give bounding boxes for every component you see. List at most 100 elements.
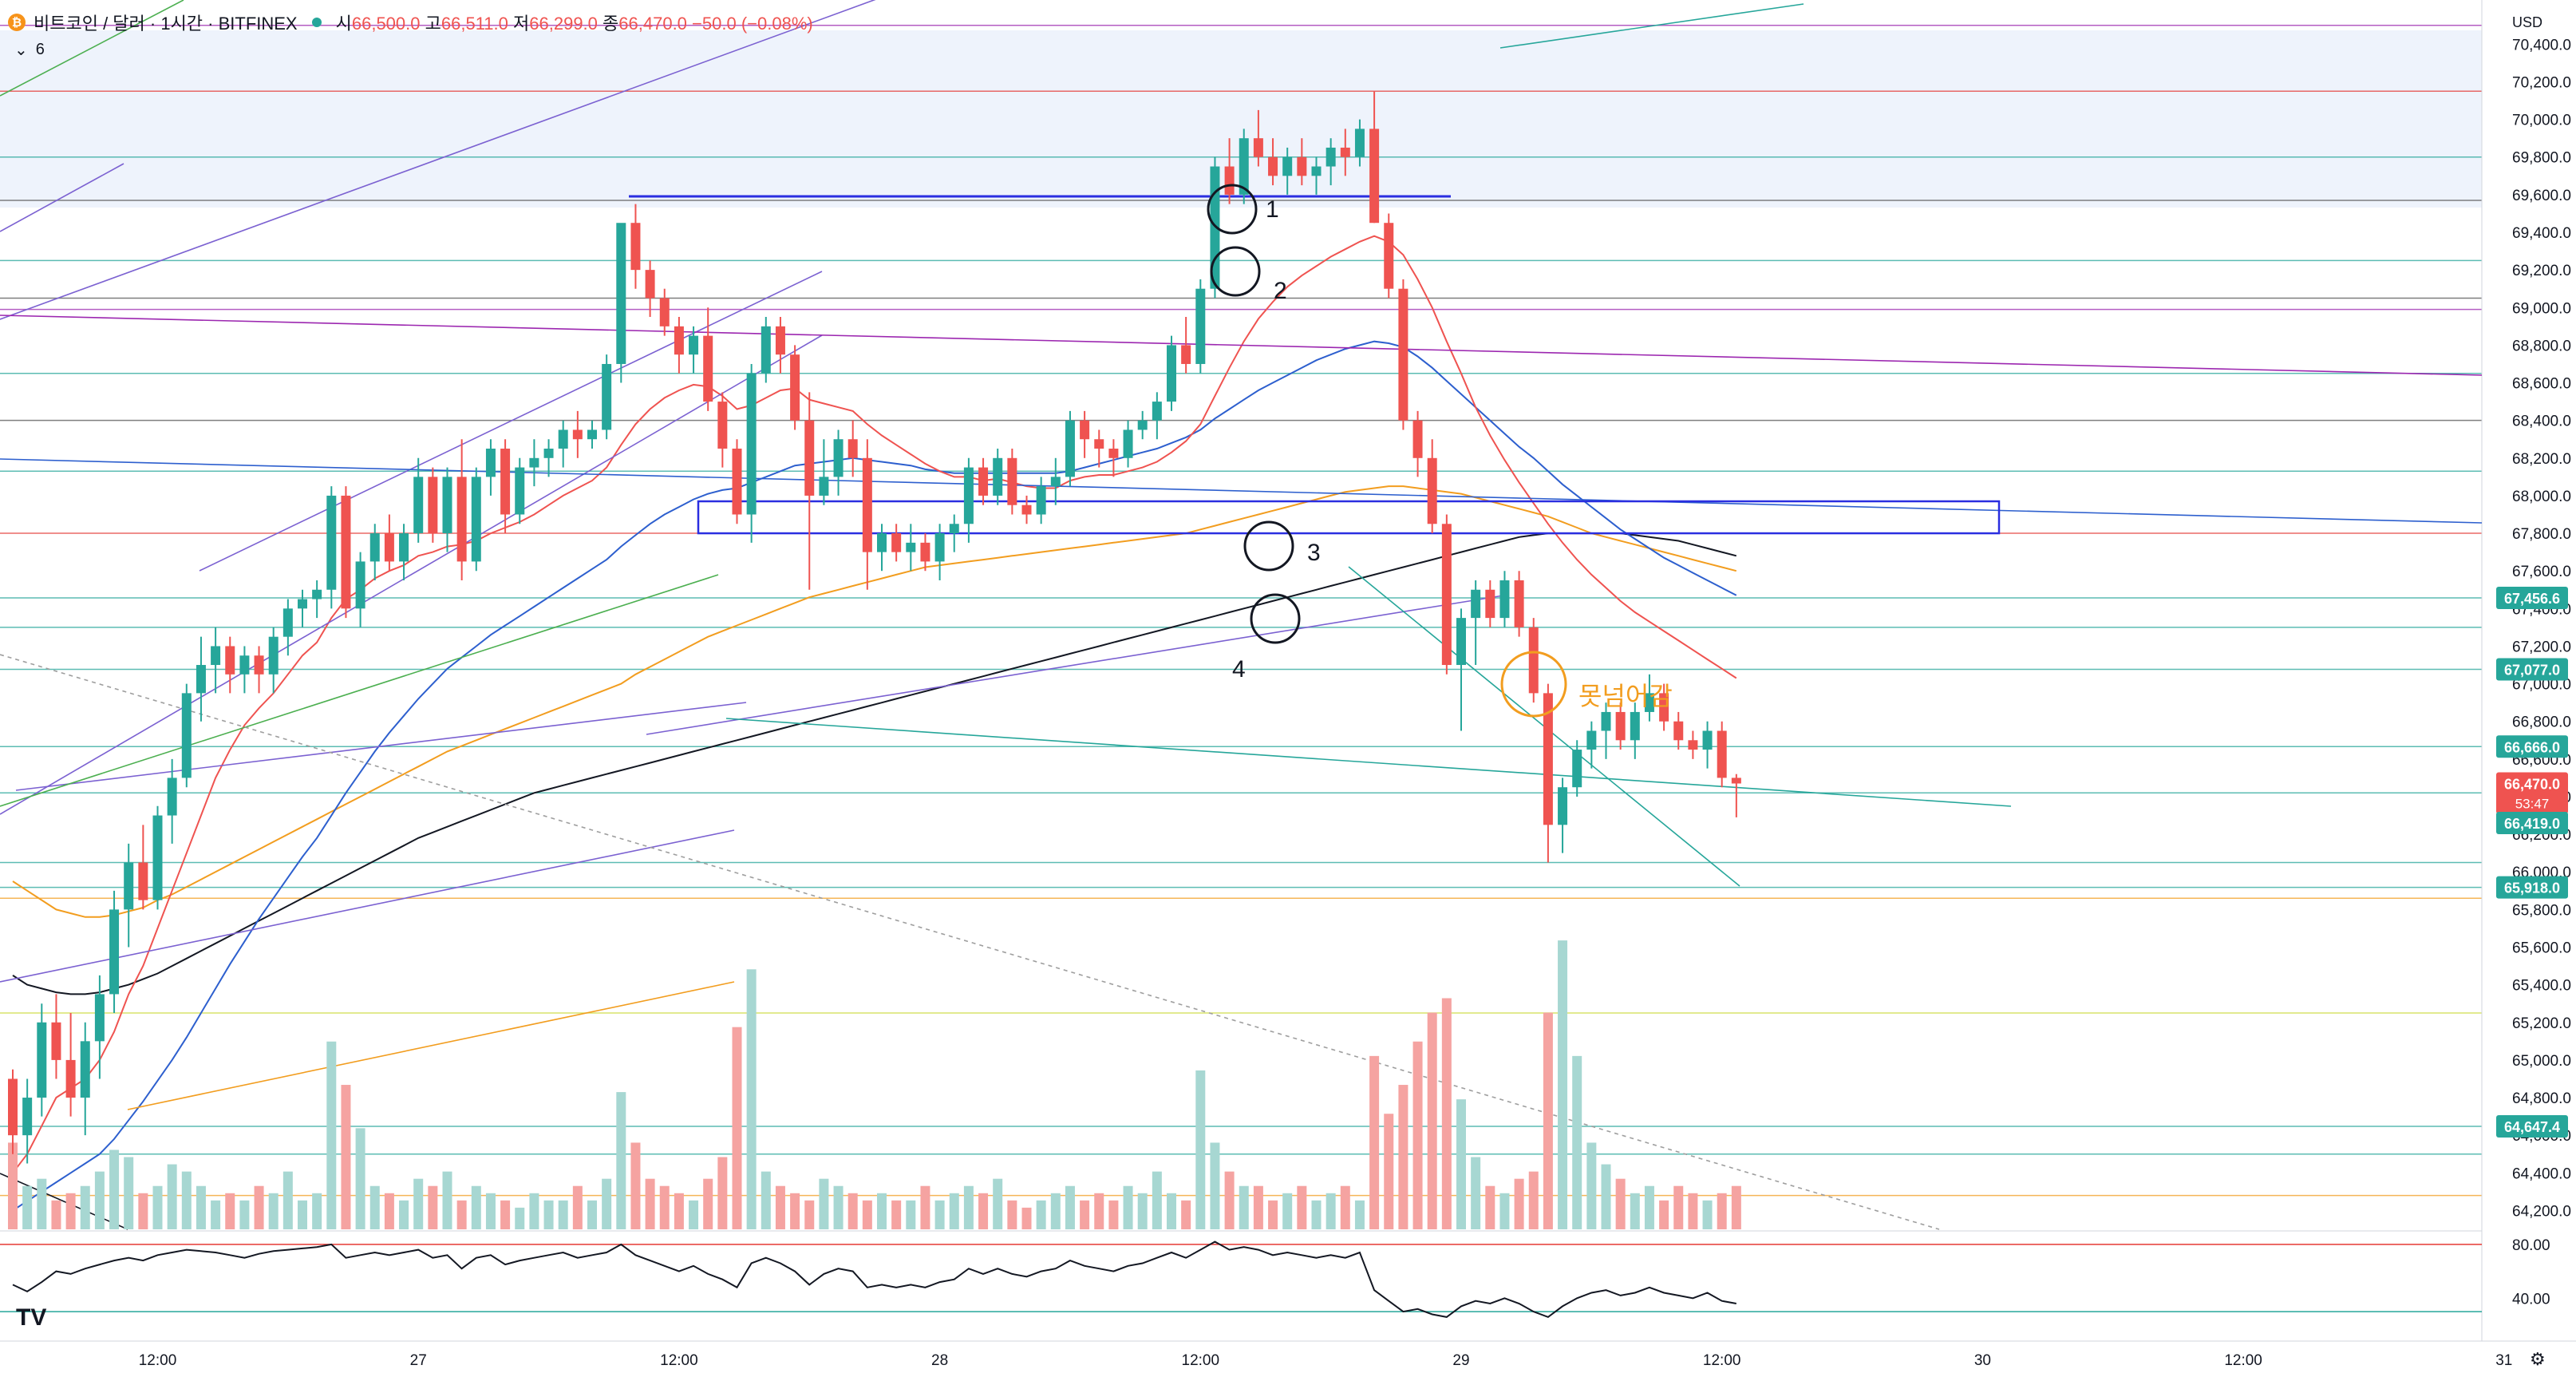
volume-bar bbox=[1412, 1041, 1423, 1229]
volume-bar bbox=[1572, 1055, 1582, 1229]
indicators-toggle[interactable]: ⌄ 6 bbox=[14, 40, 45, 60]
volume-bar bbox=[732, 1027, 742, 1229]
volume-bar bbox=[1471, 1157, 1481, 1229]
candle-body bbox=[485, 449, 496, 477]
price-tag bbox=[2496, 586, 2568, 609]
candle-body bbox=[1354, 129, 1365, 157]
currency-label[interactable]: USD bbox=[2511, 14, 2542, 30]
y-tick-label: 67,800.0 bbox=[2512, 526, 2571, 543]
volume-bar bbox=[674, 1193, 684, 1229]
volume-bar bbox=[761, 1171, 771, 1229]
volume-bar bbox=[572, 1185, 583, 1229]
volume-bar bbox=[369, 1185, 380, 1229]
annotations: 1 2 3 4 못넘어감 bbox=[1207, 184, 1673, 718]
candle-body bbox=[1137, 420, 1148, 430]
candle-body bbox=[775, 326, 785, 355]
candle-body bbox=[471, 477, 481, 562]
volume-bar bbox=[746, 969, 757, 1229]
price-tag-label: 65,918.0 bbox=[2504, 880, 2560, 896]
candle-body bbox=[877, 533, 887, 552]
candle-body bbox=[703, 335, 713, 402]
candle-body bbox=[1412, 420, 1423, 458]
candle-body bbox=[196, 665, 206, 694]
trendline bbox=[0, 0, 184, 97]
x-tick-label: 12:00 bbox=[1703, 1352, 1741, 1369]
y-tick-label: 65,000.0 bbox=[2512, 1053, 2571, 1070]
candle-body bbox=[1644, 693, 1654, 712]
volume-bar bbox=[833, 1185, 844, 1229]
price-tag-label: 66,419.0 bbox=[2504, 816, 2560, 832]
y-tick-label: 67,000.0 bbox=[2512, 677, 2571, 694]
volume-bar bbox=[602, 1178, 612, 1229]
volume-bar bbox=[1152, 1171, 1162, 1229]
volume-bar bbox=[1630, 1193, 1640, 1229]
candle-body bbox=[1167, 345, 1176, 402]
volume-bar bbox=[399, 1200, 409, 1229]
volume-bar bbox=[934, 1200, 945, 1229]
volume-bar bbox=[1340, 1185, 1350, 1229]
trendline bbox=[15, 702, 747, 791]
trendline bbox=[1499, 3, 1804, 49]
volume-bar bbox=[37, 1178, 47, 1229]
volume-bar bbox=[167, 1164, 177, 1229]
volume-bar bbox=[65, 1193, 76, 1229]
x-axis: 2612:002712:002812:002912:003012:003112:… bbox=[0, 1340, 2576, 1369]
candle-body bbox=[1514, 580, 1524, 627]
symbol-title[interactable]: 비트코인 / 달러 · 1시간 · BITFINEX bbox=[34, 14, 298, 34]
candle-body bbox=[717, 402, 728, 449]
volume-bar bbox=[1036, 1200, 1046, 1229]
candle-body bbox=[1673, 721, 1684, 741]
candle-body bbox=[1441, 524, 1452, 666]
volume-bar bbox=[282, 1171, 293, 1229]
trendline bbox=[0, 829, 735, 983]
volume-bar bbox=[1702, 1200, 1713, 1229]
candle-body bbox=[978, 467, 989, 496]
candle-body bbox=[543, 449, 554, 458]
candle-body bbox=[1528, 627, 1539, 694]
annotation-circle-fail bbox=[1500, 651, 1567, 718]
trendline bbox=[127, 981, 735, 1110]
volume-bar bbox=[862, 1200, 872, 1229]
volume-bar bbox=[1210, 1142, 1220, 1229]
y-tick-label: 68,200.0 bbox=[2512, 451, 2571, 468]
candle-body bbox=[428, 477, 438, 534]
volume-bar bbox=[471, 1185, 481, 1229]
y-tick-label: 65,600.0 bbox=[2512, 940, 2571, 957]
volume-bar bbox=[1485, 1185, 1495, 1229]
ema-blue-line bbox=[12, 340, 1737, 1212]
trendline bbox=[199, 271, 823, 572]
volume-bar bbox=[268, 1193, 279, 1229]
volume-bar bbox=[1108, 1200, 1119, 1229]
candle-body bbox=[1543, 693, 1553, 825]
trendline bbox=[0, 163, 124, 232]
indicator-count: 6 bbox=[35, 41, 45, 58]
volume-bar bbox=[616, 1092, 626, 1229]
y-tick-label: 69,600.0 bbox=[2512, 188, 2571, 204]
candle-body bbox=[282, 608, 293, 637]
candle-body bbox=[1717, 730, 1727, 778]
annotation-fail-text: 못넘어감 bbox=[1578, 682, 1673, 710]
chevron-down-icon[interactable]: ⌄ bbox=[14, 42, 28, 59]
y-tick-label: 65,800.0 bbox=[2512, 902, 2571, 919]
volume-bar bbox=[529, 1193, 539, 1229]
volume-bar bbox=[1123, 1185, 1133, 1229]
candle-body bbox=[22, 1098, 33, 1136]
gear-icon: ⚙ bbox=[2530, 1349, 2546, 1369]
volume-bar bbox=[1441, 998, 1452, 1229]
volume-bar bbox=[124, 1157, 134, 1229]
volume-bar bbox=[1021, 1207, 1032, 1229]
x-tick-label: 27 bbox=[410, 1352, 427, 1369]
volume-bar bbox=[543, 1200, 554, 1229]
volume-bar bbox=[1094, 1193, 1104, 1229]
volume-bar bbox=[1528, 1171, 1539, 1229]
volume-bar bbox=[891, 1200, 902, 1229]
volume-bar bbox=[1601, 1164, 1611, 1229]
price-tag bbox=[2496, 658, 2568, 681]
annotation-circle-3 bbox=[1243, 520, 1294, 572]
y-tick-label: 67,600.0 bbox=[2512, 564, 2571, 580]
horizontal-levels bbox=[0, 25, 2482, 1197]
volume-bar bbox=[949, 1193, 959, 1229]
price-tag bbox=[2496, 1115, 2568, 1138]
